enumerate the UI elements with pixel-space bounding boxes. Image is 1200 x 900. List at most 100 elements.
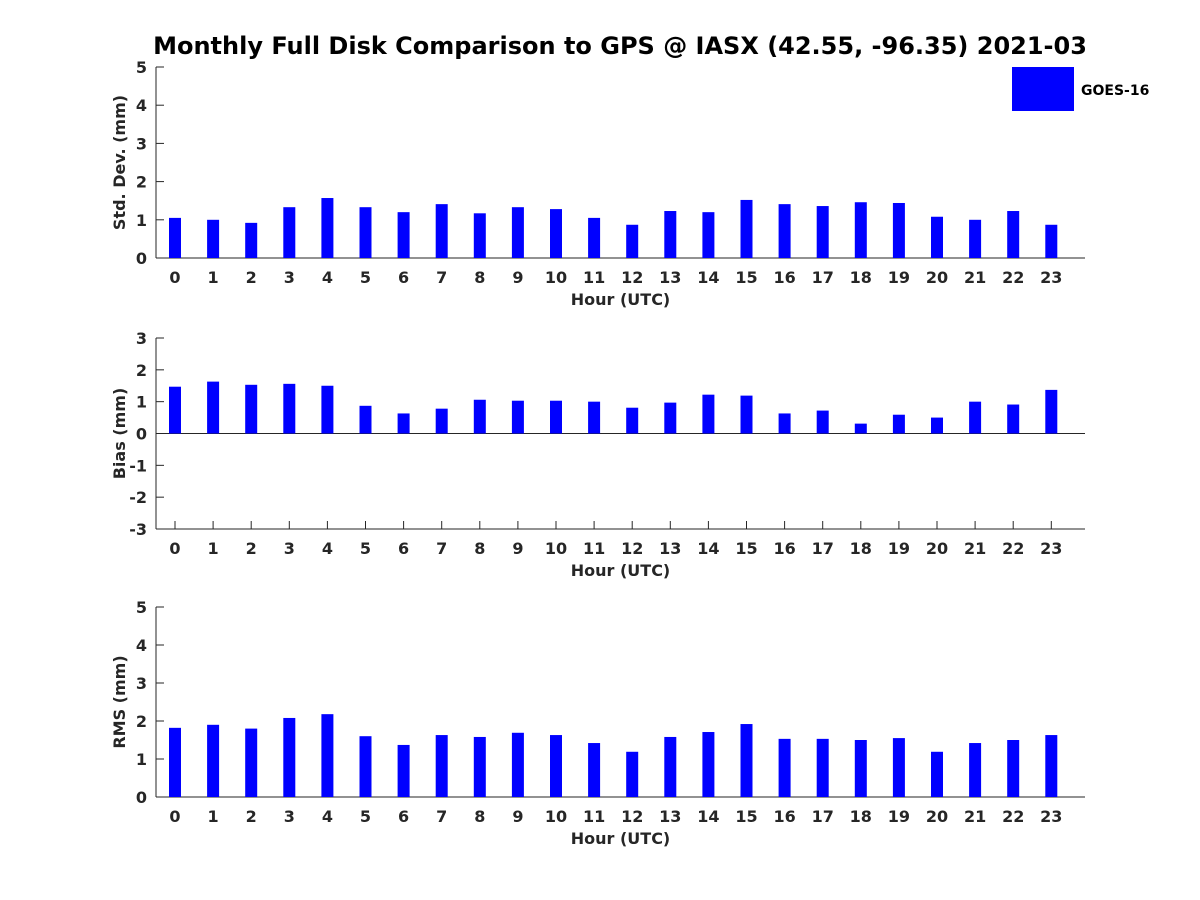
bar-bias-16 — [778, 413, 791, 434]
bar-rms-23 — [1045, 735, 1058, 797]
bar-rms-10 — [550, 735, 562, 797]
x-tick-label: 7 — [436, 539, 447, 558]
x-tick-label: 9 — [512, 807, 523, 826]
bar-bias-0 — [169, 386, 181, 434]
x-tick-label: 17 — [812, 807, 834, 826]
legend-swatch — [1012, 67, 1074, 111]
bar-std-dev-23 — [1045, 224, 1058, 258]
x-tick-label: 23 — [1040, 539, 1062, 558]
bar-bias-15 — [740, 395, 753, 434]
x-tick-label: 19 — [888, 807, 910, 826]
bar-std-dev-12 — [626, 224, 639, 258]
x-tick-label: 20 — [926, 268, 948, 287]
x-tick-label: 6 — [398, 268, 409, 287]
x-axis-label: Hour (UTC) — [571, 561, 671, 580]
x-tick-label: 0 — [169, 807, 180, 826]
bar-std-dev-19 — [892, 202, 905, 258]
x-tick-label: 11 — [583, 539, 605, 558]
x-tick-label: 13 — [659, 539, 681, 558]
x-tick-label: 18 — [850, 807, 872, 826]
x-tick-label: 21 — [964, 807, 986, 826]
x-tick-label: 19 — [888, 268, 910, 287]
x-tick-label: 10 — [545, 268, 567, 287]
y-axis-label: RMS (mm) — [110, 655, 129, 748]
x-tick-label: 5 — [360, 539, 371, 558]
bar-bias-23 — [1045, 389, 1058, 434]
bar-std-dev-3 — [283, 207, 296, 258]
x-tick-label: 17 — [812, 539, 834, 558]
bar-std-dev-1 — [207, 219, 220, 258]
x-tick-label: 7 — [436, 268, 447, 287]
y-tick-label: -2 — [129, 488, 147, 507]
bar-rms-8 — [473, 736, 486, 797]
x-tick-label: 13 — [659, 268, 681, 287]
bar-rms-7 — [435, 735, 448, 797]
bar-std-dev-15 — [740, 199, 753, 258]
x-tick-label: 7 — [436, 807, 447, 826]
bar-rms-2 — [245, 728, 258, 797]
bar-std-dev-11 — [588, 217, 601, 258]
bar-rms-16 — [778, 738, 791, 797]
legend: GOES-16 — [1012, 67, 1149, 111]
bar-std-dev-0 — [169, 217, 181, 258]
x-tick-label: 12 — [621, 268, 643, 287]
x-tick-label: 2 — [246, 539, 257, 558]
y-tick-label: 3 — [136, 329, 147, 348]
bar-rms-1 — [207, 724, 220, 797]
x-tick-label: 10 — [545, 807, 567, 826]
x-tick-label: 4 — [322, 268, 333, 287]
y-tick-label: 2 — [136, 712, 147, 731]
x-tick-label: 20 — [926, 539, 948, 558]
bar-std-dev-17 — [816, 206, 829, 258]
bar-bias-2 — [245, 384, 258, 434]
x-tick-label: 14 — [697, 807, 719, 826]
bar-bias-20 — [931, 417, 943, 434]
bar-std-dev-16 — [778, 204, 791, 258]
x-tick-label: 4 — [322, 539, 333, 558]
x-tick-label: 1 — [208, 539, 219, 558]
x-tick-label: 23 — [1040, 268, 1062, 287]
x-tick-label: 0 — [169, 539, 180, 558]
x-tick-label: 19 — [888, 539, 910, 558]
bar-bias-8 — [473, 399, 486, 434]
x-tick-label: 16 — [773, 539, 795, 558]
x-tick-label: 10 — [545, 539, 567, 558]
bar-rms-18 — [854, 740, 867, 797]
x-tick-label: 11 — [583, 807, 605, 826]
x-tick-label: 21 — [964, 268, 986, 287]
y-tick-label: 0 — [136, 249, 147, 268]
x-tick-label: 16 — [773, 268, 795, 287]
bar-std-dev-18 — [854, 202, 867, 258]
y-tick-label: 1 — [136, 211, 147, 230]
bar-rms-15 — [740, 724, 753, 797]
y-tick-label: -3 — [129, 520, 147, 539]
y-tick-label: 0 — [136, 788, 147, 807]
x-tick-label: 15 — [735, 539, 757, 558]
bar-std-dev-22 — [1007, 211, 1020, 258]
x-tick-label: 0 — [169, 268, 180, 287]
x-tick-label: 9 — [512, 539, 523, 558]
x-tick-label: 12 — [621, 539, 643, 558]
x-tick-label: 11 — [583, 268, 605, 287]
chart-title: Monthly Full Disk Comparison to GPS @ IA… — [153, 32, 1087, 60]
bar-bias-6 — [397, 413, 410, 434]
y-tick-label: 0 — [136, 425, 147, 444]
bar-rms-12 — [626, 751, 639, 797]
x-tick-label: 5 — [360, 268, 371, 287]
bar-bias-5 — [359, 405, 372, 434]
legend-label: GOES-16 — [1081, 83, 1149, 99]
bar-rms-20 — [931, 751, 943, 797]
x-tick-label: 22 — [1002, 539, 1024, 558]
x-tick-label: 15 — [735, 268, 757, 287]
bar-bias-13 — [664, 402, 677, 434]
x-tick-label: 3 — [284, 807, 295, 826]
bar-bias-11 — [588, 401, 601, 434]
bar-bias-1 — [207, 381, 220, 434]
y-tick-label: 1 — [136, 750, 147, 769]
x-tick-label: 8 — [474, 539, 485, 558]
y-tick-label: 4 — [136, 636, 147, 655]
bar-bias-12 — [626, 407, 639, 434]
x-tick-label: 23 — [1040, 807, 1062, 826]
y-tick-label: 2 — [136, 173, 147, 192]
